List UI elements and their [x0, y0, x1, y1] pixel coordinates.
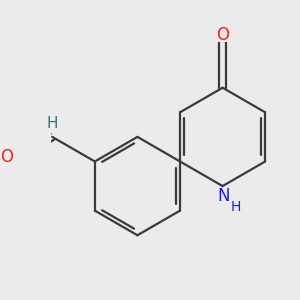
- Text: H: H: [231, 200, 241, 214]
- Text: H: H: [46, 116, 58, 131]
- Text: O: O: [0, 148, 14, 166]
- Text: N: N: [218, 187, 230, 205]
- Text: O: O: [216, 26, 229, 44]
